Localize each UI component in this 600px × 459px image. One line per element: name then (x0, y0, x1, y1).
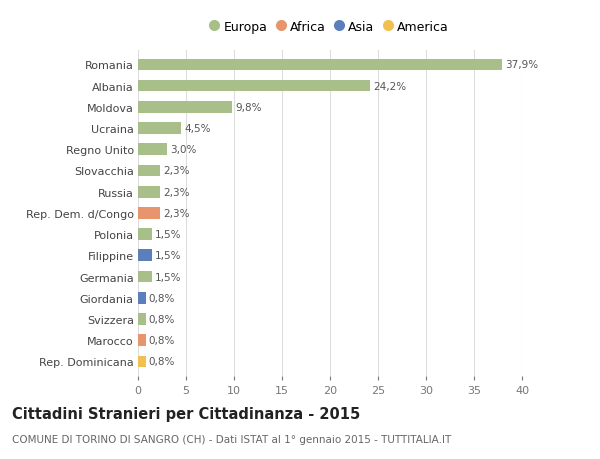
Bar (138, 250, 152, 262)
Text: 0,8%: 0,8% (149, 336, 175, 345)
Bar (138, 102, 232, 113)
Text: 24,2%: 24,2% (373, 82, 406, 91)
Bar (138, 335, 146, 346)
Text: 9,8%: 9,8% (235, 103, 262, 112)
Text: 0,8%: 0,8% (149, 293, 175, 303)
Bar (138, 207, 160, 219)
Bar (138, 60, 502, 71)
Bar (138, 186, 160, 198)
Text: 1,5%: 1,5% (155, 251, 182, 261)
Bar (138, 292, 146, 304)
Text: 4,5%: 4,5% (184, 124, 211, 134)
Text: 0,8%: 0,8% (149, 357, 175, 367)
Text: 2,3%: 2,3% (163, 166, 190, 176)
Bar (138, 229, 152, 241)
Text: 1,5%: 1,5% (155, 272, 182, 282)
Text: Cittadini Stranieri per Cittadinanza - 2015: Cittadini Stranieri per Cittadinanza - 2… (12, 406, 360, 421)
Text: COMUNE DI TORINO DI SANGRO (CH) - Dati ISTAT al 1° gennaio 2015 - TUTTITALIA.IT: COMUNE DI TORINO DI SANGRO (CH) - Dati I… (12, 434, 451, 444)
Bar (138, 165, 160, 177)
Bar (138, 144, 167, 156)
Text: 1,5%: 1,5% (155, 230, 182, 240)
Bar (138, 313, 146, 325)
Text: 2,3%: 2,3% (163, 208, 190, 218)
Text: 2,3%: 2,3% (163, 187, 190, 197)
Bar (138, 123, 181, 134)
Text: 3,0%: 3,0% (170, 145, 196, 155)
Legend: Europa, Africa, Asia, America: Europa, Africa, Asia, America (208, 17, 452, 38)
Bar (138, 356, 146, 367)
Bar (138, 271, 152, 283)
Text: 0,8%: 0,8% (149, 314, 175, 324)
Text: 37,9%: 37,9% (505, 60, 538, 70)
Bar (138, 81, 370, 92)
